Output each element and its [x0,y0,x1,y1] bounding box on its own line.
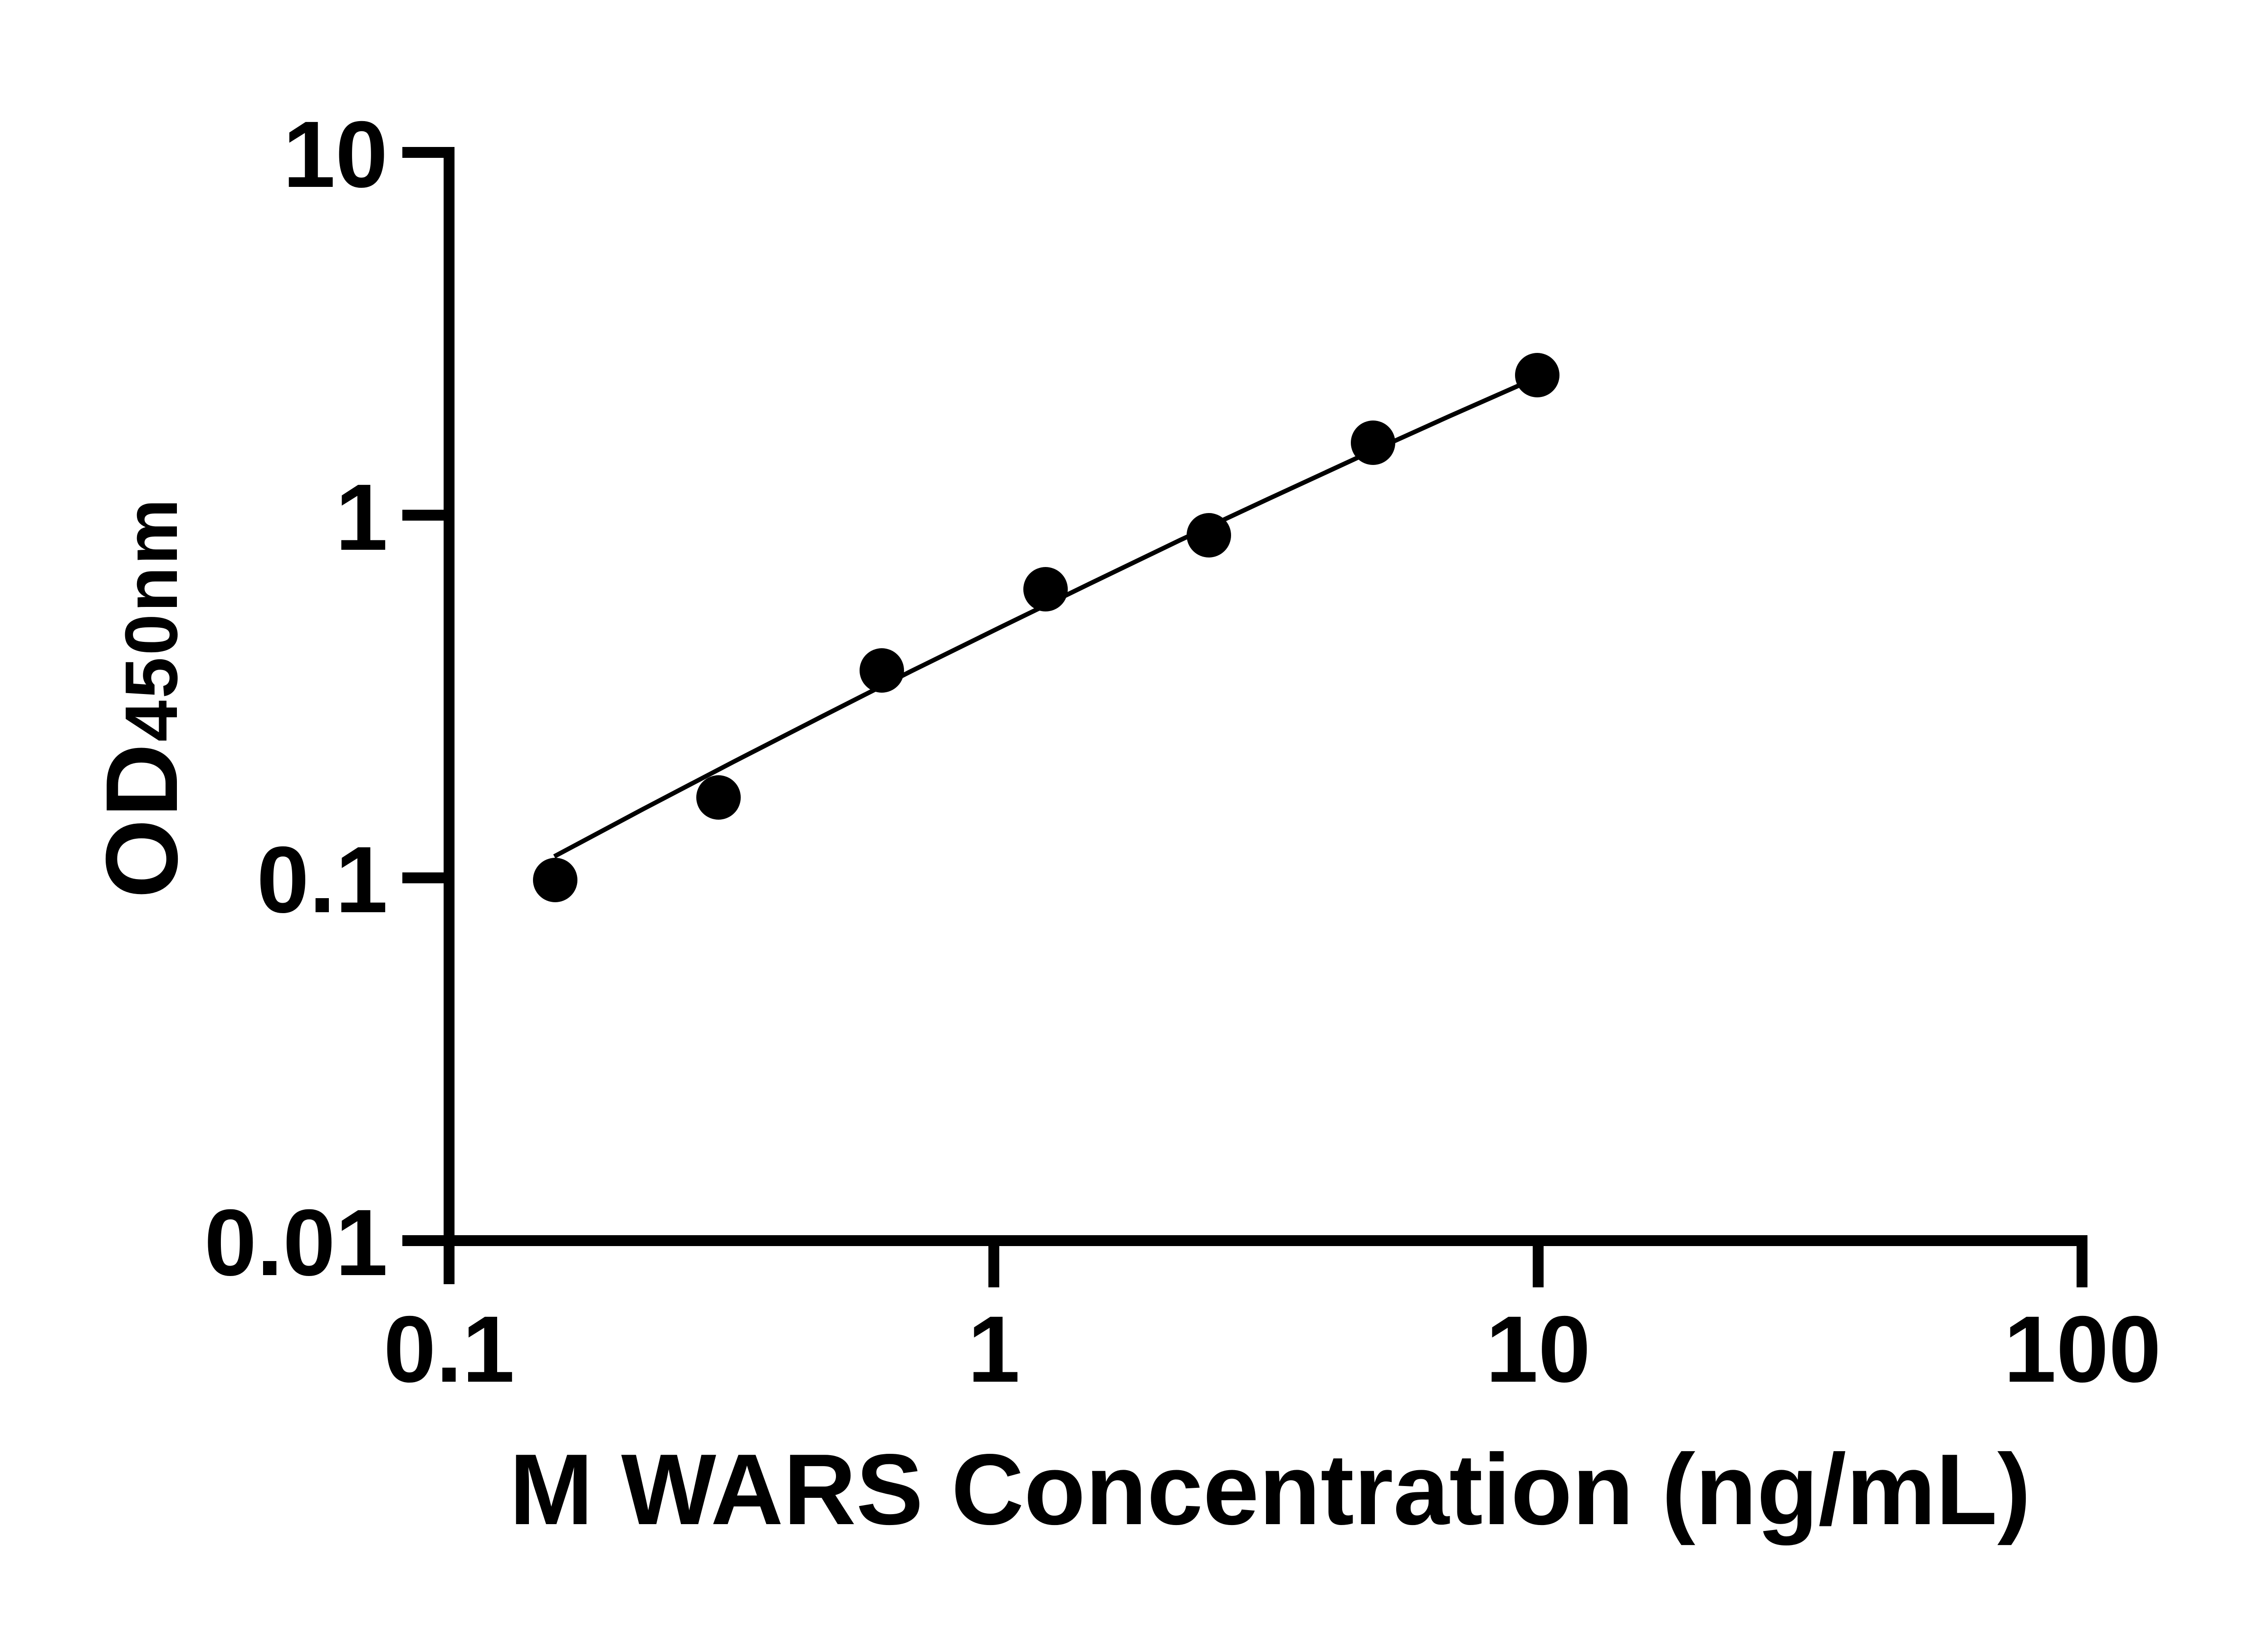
svg-text:0.01: 0.01 [204,1190,388,1296]
svg-text:1: 1 [968,1297,1020,1402]
svg-text:0.1: 0.1 [257,827,388,933]
svg-text:10: 10 [1486,1297,1590,1402]
svg-text:1: 1 [335,465,388,570]
svg-text:100: 100 [2004,1297,2161,1402]
svg-text:10: 10 [283,102,388,207]
svg-text:M WARS Concentration (ng/mL): M WARS Concentration (ng/mL) [509,1433,2031,1546]
svg-text:0.1: 0.1 [383,1297,514,1402]
